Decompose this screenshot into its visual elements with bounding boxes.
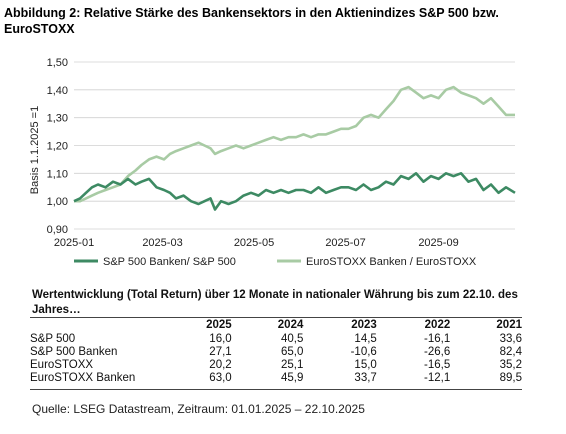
table-header-year: 2021	[496, 319, 522, 331]
series-line	[73, 172, 516, 211]
y-tick-label: 1,30	[47, 113, 68, 125]
table-header-year: 2025	[206, 319, 232, 331]
table-header-year: 2024	[277, 319, 304, 331]
table-cell: 63,0	[209, 372, 232, 384]
row-label: S&P 500 Banken	[30, 346, 118, 358]
x-tick-label: 2025-03	[142, 237, 182, 249]
y-tick-label: 0,90	[47, 224, 68, 236]
y-axis-ticks: 0,90 1,00 1,10 1,20 1,30 1,40 1,50	[47, 57, 68, 236]
y-tick-label: 1,10	[47, 168, 68, 180]
table-row: S&P 500 16,0 40,5 14,5 -16,1 33,6	[30, 333, 522, 346]
x-tick-label: 2025-01	[54, 237, 94, 249]
table-cell: 82,4	[499, 346, 522, 358]
chart-legend: S&P 500 Banken/ S&P 500 EuroSTOXX Banken …	[74, 256, 477, 268]
row-label: EuroSTOXX	[30, 359, 94, 371]
x-tick-label: 2025-09	[418, 237, 458, 249]
table-cell: -12,1	[424, 372, 451, 384]
table-header-label	[30, 319, 160, 333]
table-cell: 16,0	[209, 333, 232, 345]
chart-grid	[74, 61, 515, 230]
row-label: S&P 500	[30, 333, 76, 345]
returns-table: 2025 2024 2023 2022 2021 S&P 500 16,0 40…	[30, 319, 522, 385]
table-cell: -26,6	[424, 346, 451, 358]
table-cell: 40,5	[280, 333, 304, 345]
table-cell: 20,2	[209, 359, 232, 371]
y-tick-label: 1,50	[47, 57, 68, 69]
legend-label: EuroSTOXX Banken / EuroSTOXX	[306, 256, 477, 268]
x-axis-ticks: 2025-01 2025-03 2025-05 2025-07 2025-09	[54, 237, 459, 249]
table-cell: -10,6	[350, 346, 377, 358]
table-cell: 45,9	[280, 372, 304, 384]
table-top-rule	[30, 317, 522, 318]
x-tick-label: 2025-07	[325, 237, 365, 249]
table-cell: 33,7	[354, 372, 377, 384]
table-row: S&P 500 Banken 27,1 65,0 -10,6 -26,6 82,…	[30, 346, 522, 359]
x-tick-label: 2025-05	[234, 237, 274, 249]
table-bottom-rule	[30, 389, 522, 390]
figure-title: Abbildung 2: Relative Stärke des Bankens…	[4, 6, 499, 36]
source-note: Quelle: LSEG Datastream, Zeitraum: 01.01…	[32, 402, 365, 416]
table-cell: 14,5	[354, 333, 377, 345]
table-header-year: 2022	[424, 319, 451, 331]
y-axis-label: Basis 1.1.2025 =1	[29, 106, 41, 194]
table-cell: 35,2	[499, 359, 522, 371]
y-tick-label: 1,20	[47, 141, 68, 153]
line-chart: 0,901,001,101,201,301,401,50 2025-01 2025…	[29, 57, 516, 268]
table-cell: 65,0	[280, 346, 304, 358]
y-tick-label: 1,40	[47, 85, 68, 97]
table-row: EuroSTOXX 20,2 25,1 15,0 -16,5 35,2	[30, 359, 522, 372]
series-line	[74, 85, 515, 203]
table-cell: -16,5	[424, 359, 451, 371]
legend-label: S&P 500 Banken/ S&P 500	[103, 256, 236, 268]
y-tick-label: 1,00	[47, 196, 68, 208]
table-header-row: 2025 2024 2023 2022 2021	[30, 319, 522, 333]
returns-table-title: Wertentwicklung (Total Return) über 12 M…	[32, 289, 518, 316]
row-label: EuroSTOXX Banken	[30, 372, 136, 384]
table-cell: 89,5	[499, 372, 522, 384]
table-cell: 33,6	[499, 333, 522, 345]
table-cell: -16,1	[424, 333, 451, 345]
table-cell: 15,0	[354, 359, 377, 371]
table-cell: 27,1	[209, 346, 232, 358]
table-cell: 25,1	[280, 359, 304, 371]
series-lines	[73, 85, 516, 211]
table-row: EuroSTOXX Banken 63,0 45,9 33,7 -12,1 89…	[30, 372, 522, 385]
table-header-year: 2023	[351, 319, 377, 331]
